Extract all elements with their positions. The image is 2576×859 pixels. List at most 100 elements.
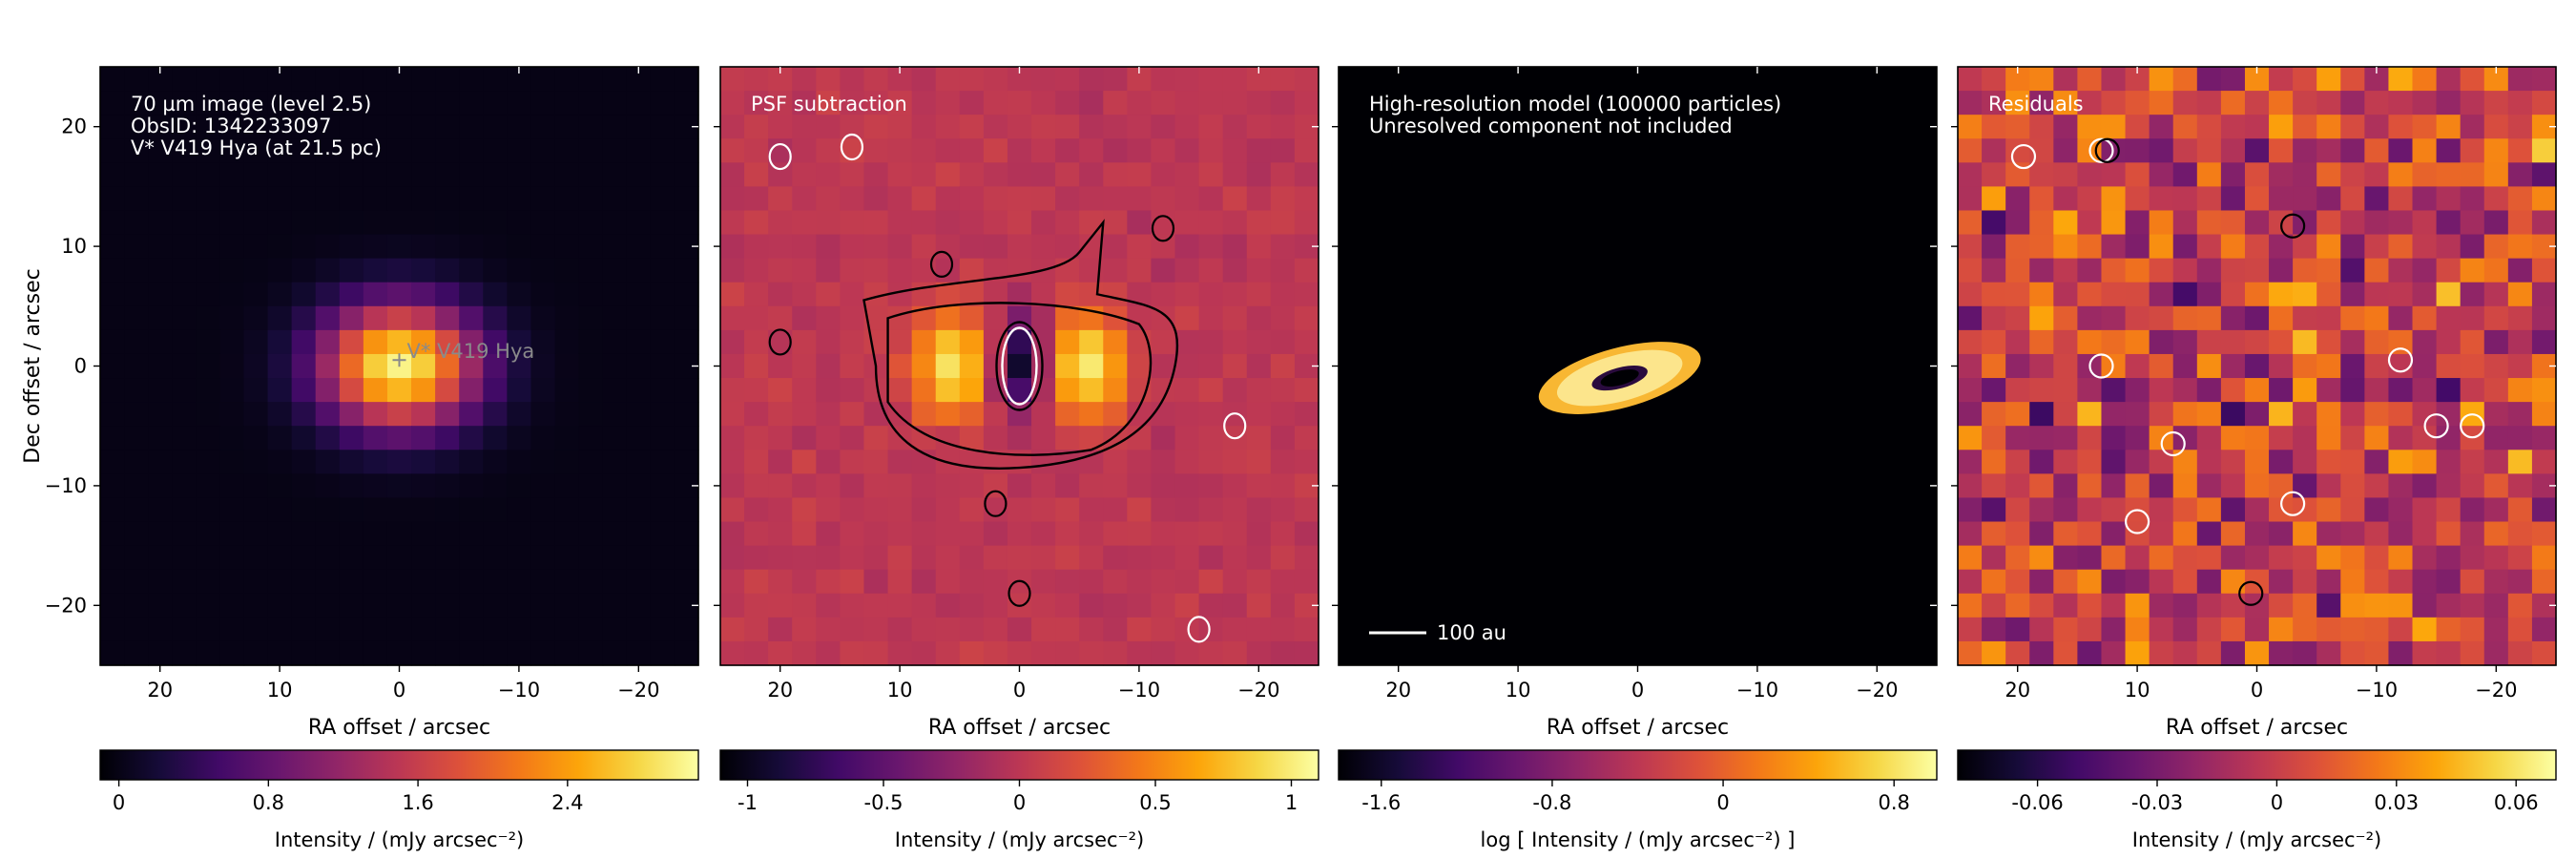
pixel bbox=[2196, 402, 2222, 427]
pixel bbox=[2460, 497, 2485, 523]
pixel bbox=[674, 305, 699, 331]
pixel bbox=[2412, 91, 2438, 115]
pixel bbox=[1958, 67, 1983, 92]
pixel bbox=[1103, 67, 1128, 92]
pixel bbox=[2125, 378, 2150, 403]
pixel bbox=[720, 521, 745, 547]
pixel bbox=[840, 450, 865, 474]
pixel bbox=[483, 569, 508, 595]
pixel bbox=[2388, 617, 2414, 642]
pixel bbox=[148, 353, 173, 379]
pixel bbox=[267, 545, 293, 571]
pixel bbox=[650, 138, 675, 163]
pixel bbox=[554, 353, 580, 379]
pixel bbox=[2531, 282, 2557, 307]
pixel bbox=[650, 378, 675, 403]
pixel bbox=[459, 497, 484, 523]
pixel bbox=[1270, 115, 1296, 139]
pixel bbox=[1198, 186, 1224, 212]
pixel bbox=[148, 305, 173, 331]
pixel bbox=[386, 234, 412, 260]
pixel bbox=[2388, 473, 2414, 499]
pixel bbox=[1103, 450, 1128, 474]
pixel bbox=[1294, 138, 1319, 163]
pixel bbox=[507, 450, 532, 474]
pixel bbox=[602, 258, 628, 283]
pixel bbox=[530, 138, 556, 163]
pixel bbox=[2460, 258, 2485, 283]
pixel bbox=[1270, 329, 1296, 355]
pixel bbox=[2077, 593, 2103, 618]
pixel bbox=[267, 640, 293, 666]
pixel bbox=[1079, 473, 1104, 499]
pixel bbox=[1007, 234, 1032, 260]
pixel bbox=[2364, 234, 2390, 260]
pixel bbox=[1031, 640, 1056, 666]
pixel bbox=[172, 258, 197, 283]
pixel bbox=[2460, 378, 2485, 403]
pixel bbox=[2149, 402, 2174, 427]
pixel bbox=[148, 426, 173, 450]
pixel bbox=[363, 162, 388, 187]
pixel bbox=[1055, 617, 1080, 642]
pixel bbox=[744, 162, 769, 187]
pixel bbox=[2340, 617, 2365, 642]
pixel bbox=[578, 378, 604, 403]
pixel bbox=[2483, 329, 2509, 355]
pixel bbox=[2005, 138, 2030, 163]
pixel bbox=[2483, 378, 2509, 403]
pixel bbox=[2269, 521, 2294, 547]
pixel bbox=[2293, 617, 2317, 642]
pixel bbox=[100, 545, 125, 571]
pixel bbox=[887, 569, 913, 595]
pixel bbox=[2101, 258, 2127, 283]
pixel bbox=[2077, 162, 2103, 187]
pixel bbox=[219, 402, 245, 427]
pixel bbox=[2053, 521, 2078, 547]
pixel bbox=[2149, 67, 2174, 92]
pixel bbox=[887, 426, 913, 450]
pixel bbox=[1982, 282, 2006, 307]
pixel bbox=[339, 115, 364, 139]
pixel bbox=[1007, 473, 1032, 499]
pixel bbox=[2196, 378, 2222, 403]
pixel bbox=[2053, 91, 2078, 115]
pixel bbox=[2316, 426, 2341, 450]
pixel bbox=[2125, 450, 2150, 474]
x-tick-label: 10 bbox=[267, 679, 293, 702]
pixel bbox=[2196, 305, 2222, 331]
pixel bbox=[315, 569, 341, 595]
pixel bbox=[459, 402, 484, 427]
pixel bbox=[1174, 186, 1200, 212]
pixel bbox=[863, 545, 889, 571]
pixel bbox=[148, 497, 173, 523]
pixel bbox=[2053, 258, 2078, 283]
pixel bbox=[2531, 497, 2557, 523]
pixel bbox=[124, 115, 149, 139]
pixel bbox=[1055, 426, 1080, 450]
pixel bbox=[386, 282, 412, 307]
pixel bbox=[315, 378, 341, 403]
pixel bbox=[411, 497, 436, 523]
pixel bbox=[1198, 234, 1224, 260]
pixel bbox=[1007, 450, 1032, 474]
pixel bbox=[720, 617, 745, 642]
pixel bbox=[602, 305, 628, 331]
pixel bbox=[339, 545, 364, 571]
pixel bbox=[2340, 91, 2365, 115]
pixel bbox=[243, 305, 269, 331]
pixel bbox=[100, 91, 125, 115]
pixel bbox=[2149, 497, 2174, 523]
pixel bbox=[959, 234, 985, 260]
pixel bbox=[1007, 210, 1032, 236]
pixel bbox=[2196, 450, 2222, 474]
pixel bbox=[2293, 640, 2317, 666]
pixel bbox=[2531, 569, 2557, 595]
pixel bbox=[768, 497, 793, 523]
pixel bbox=[578, 138, 604, 163]
pixel bbox=[1055, 329, 1080, 355]
pixel bbox=[2053, 450, 2078, 474]
pixel bbox=[1294, 329, 1319, 355]
x-tick-label: −20 bbox=[1856, 679, 1898, 702]
pixel bbox=[768, 473, 793, 499]
